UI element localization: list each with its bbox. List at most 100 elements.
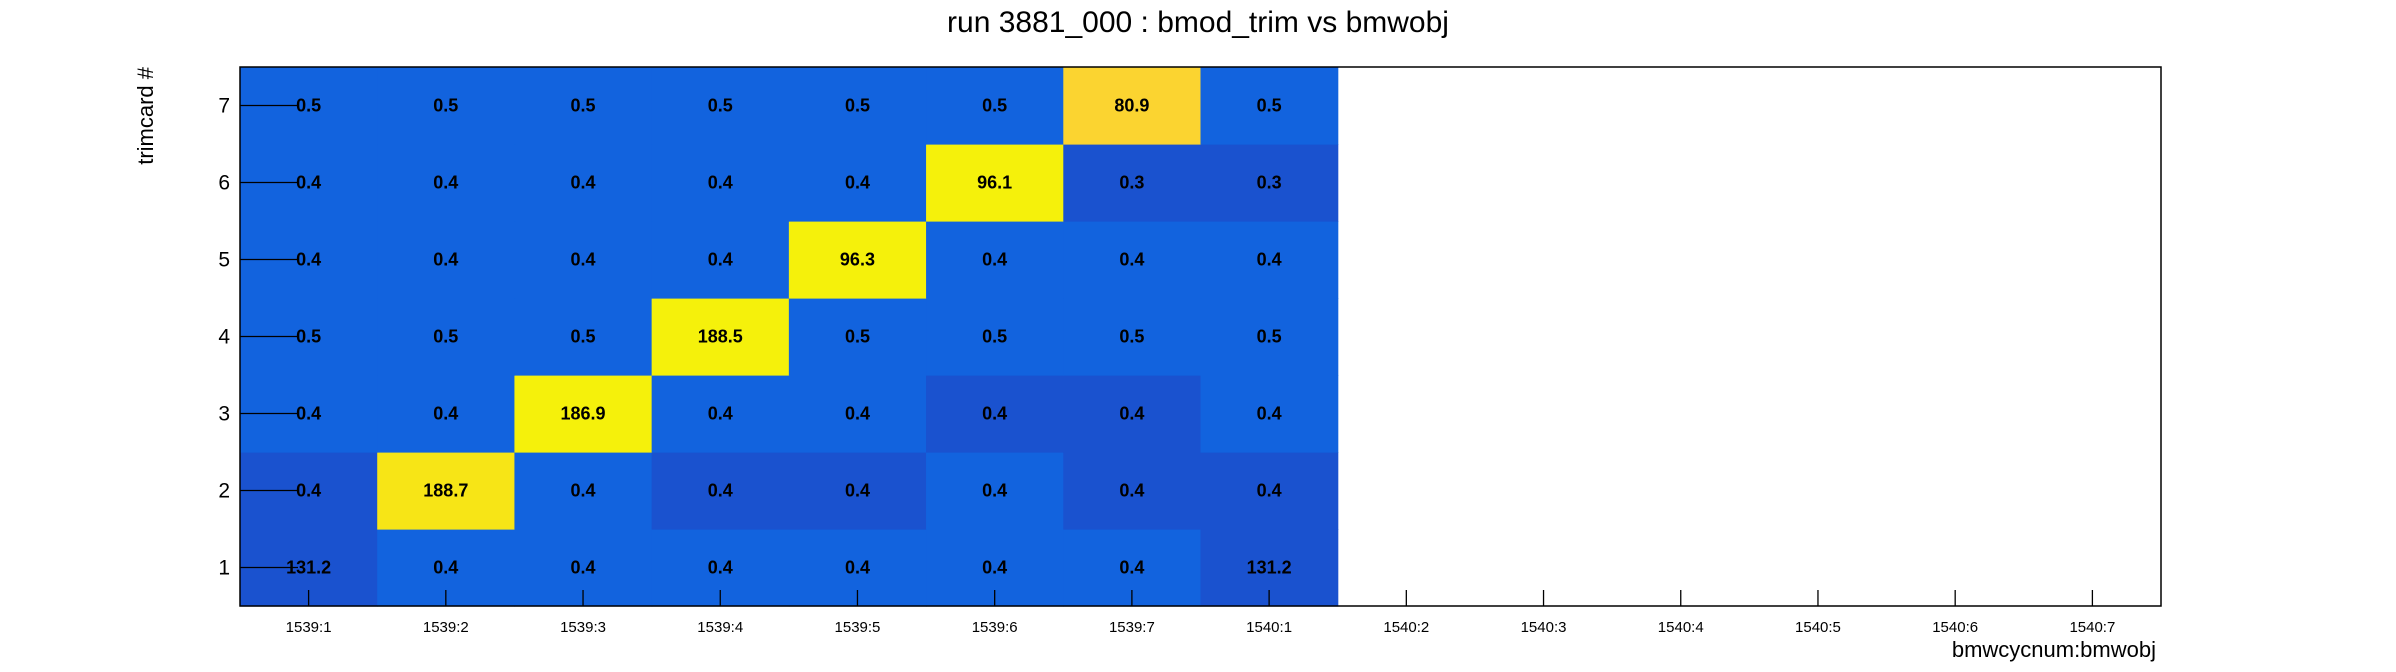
x-axis-label: bmwcycnum:bmwobj [1952, 637, 2156, 662]
y-tick-label: 6 [218, 172, 230, 195]
cell-value-label: 131.2 [286, 558, 331, 578]
x-tick-label: 1539:7 [1109, 619, 1155, 636]
heatmap-cell [788, 67, 927, 145]
x-tick-label: 1539:2 [423, 619, 469, 636]
cell-value-label: 0.5 [1257, 96, 1282, 116]
heatmap-cell [514, 375, 653, 453]
heatmap-cell [651, 298, 790, 376]
heatmap-cell [651, 67, 790, 145]
x-tick-label: 1539:3 [560, 619, 606, 636]
x-tick-label: 1540:2 [1383, 619, 1429, 636]
heatmap-cell [1200, 67, 1339, 145]
heatmap-cell [926, 452, 1064, 530]
heatmap-cell [926, 221, 1064, 299]
y-tick-label: 7 [218, 95, 230, 118]
heatmap-cell [651, 375, 790, 453]
x-tick-label: 1539:1 [286, 619, 332, 636]
cell-value-label: 0.4 [1257, 250, 1282, 270]
cell-value-label: 0.5 [845, 327, 870, 347]
cell-value-label: 0.5 [571, 327, 596, 347]
x-tick-label: 1539:6 [972, 619, 1018, 636]
cell-value-label: 0.4 [1257, 404, 1282, 424]
cell-value-label: 0.4 [296, 481, 321, 501]
cell-value-label: 0.5 [1119, 327, 1144, 347]
heatmap-cells [240, 67, 1339, 607]
heatmap-cell [651, 452, 790, 530]
cell-value-label: 0.4 [571, 481, 596, 501]
cell-value-label: 0.4 [982, 558, 1007, 578]
cell-value-label: 0.4 [982, 250, 1007, 270]
x-tick-label: 1539:4 [697, 619, 743, 636]
cell-value-label: 80.9 [1114, 96, 1149, 116]
heatmap-cell [377, 144, 516, 222]
heatmap-cell [651, 144, 790, 222]
heatmap-cell [514, 452, 653, 530]
cell-value-label: 0.5 [708, 96, 733, 116]
cell-value-label: 0.3 [1119, 173, 1144, 193]
heatmap-cell [377, 452, 516, 530]
cell-value-label: 0.4 [1119, 481, 1144, 501]
heatmap-cell [926, 375, 1064, 453]
heatmap-cell [788, 298, 927, 376]
heatmap-cell [514, 221, 653, 299]
heatmap-cell [926, 298, 1064, 376]
y-axis-label: trimcard # [133, 66, 158, 165]
heatmap-cell [377, 375, 516, 453]
cell-value-label: 0.5 [296, 327, 321, 347]
y-tick-label: 2 [218, 480, 230, 503]
cell-value-label: 0.4 [1119, 404, 1144, 424]
x-tick-label: 1540:3 [1521, 619, 1567, 636]
heatmap-cell [788, 221, 927, 299]
heatmap-cell [1063, 298, 1202, 376]
cell-value-label: 0.5 [1257, 327, 1282, 347]
cell-value-label: 0.5 [296, 96, 321, 116]
heatmap-cell [1063, 67, 1202, 145]
cell-value-label: 0.4 [1257, 481, 1282, 501]
y-tick-label: 3 [218, 403, 230, 426]
cell-value-label: 0.4 [1119, 250, 1144, 270]
heatmap-cell [1200, 298, 1339, 376]
cell-value-label: 0.4 [571, 558, 596, 578]
heatmap-cell [788, 375, 927, 453]
cell-value-label: 188.5 [698, 327, 743, 347]
cell-value-label: 0.4 [982, 404, 1007, 424]
cell-value-label: 0.4 [433, 250, 458, 270]
cell-value-label: 0.3 [1257, 173, 1282, 193]
cell-value-label: 0.4 [708, 404, 733, 424]
heatmap-cell [514, 67, 653, 145]
heatmap-cell [1200, 221, 1339, 299]
axis-ticks: 1 2 3 4 5 6 7 1539:1 1539:2 1539:3 1539:4 1539:5 153… [218, 95, 2115, 637]
cell-value-label: 0.4 [433, 558, 458, 578]
cell-value-label: 0.4 [708, 558, 733, 578]
heatmap-cell [926, 67, 1064, 145]
cell-value-label: 0.4 [708, 250, 733, 270]
cell-value-label: 0.5 [571, 96, 596, 116]
y-tick-label: 4 [218, 326, 230, 349]
cell-value-label: 0.4 [708, 481, 733, 501]
cell-value-label: 0.5 [982, 96, 1007, 116]
heatmap-cell [1200, 452, 1339, 530]
heatmap-cell [377, 67, 516, 145]
heatmap-cell [926, 144, 1064, 222]
cell-value-label: 0.4 [571, 250, 596, 270]
x-tick-label: 1540:5 [1795, 619, 1841, 636]
heatmap-cell [788, 452, 927, 530]
chart-title: run 3881_000 : bmod_trim vs bmwobj [947, 6, 1449, 39]
heatmap-cell [1063, 375, 1202, 453]
cell-value-label: 0.4 [433, 404, 458, 424]
cell-value-label: 186.9 [561, 404, 606, 424]
heatmap-cell [788, 144, 927, 222]
cell-value-label: 0.4 [296, 404, 321, 424]
cell-value-label: 0.4 [433, 173, 458, 193]
x-tick-label: 1540:7 [2069, 619, 2115, 636]
heatmap-cell [651, 221, 790, 299]
cell-value-label: 0.5 [433, 96, 458, 116]
heatmap-cell [1063, 452, 1202, 530]
x-tick-label: 1540:6 [1932, 619, 1978, 636]
cell-value-label: 0.5 [845, 96, 870, 116]
cell-value-label: 0.4 [1119, 558, 1144, 578]
cell-value-label: 0.4 [982, 481, 1007, 501]
cell-value-label: 0.4 [845, 481, 870, 501]
cell-value-label: 0.4 [845, 173, 870, 193]
cell-value-label: 0.5 [433, 327, 458, 347]
